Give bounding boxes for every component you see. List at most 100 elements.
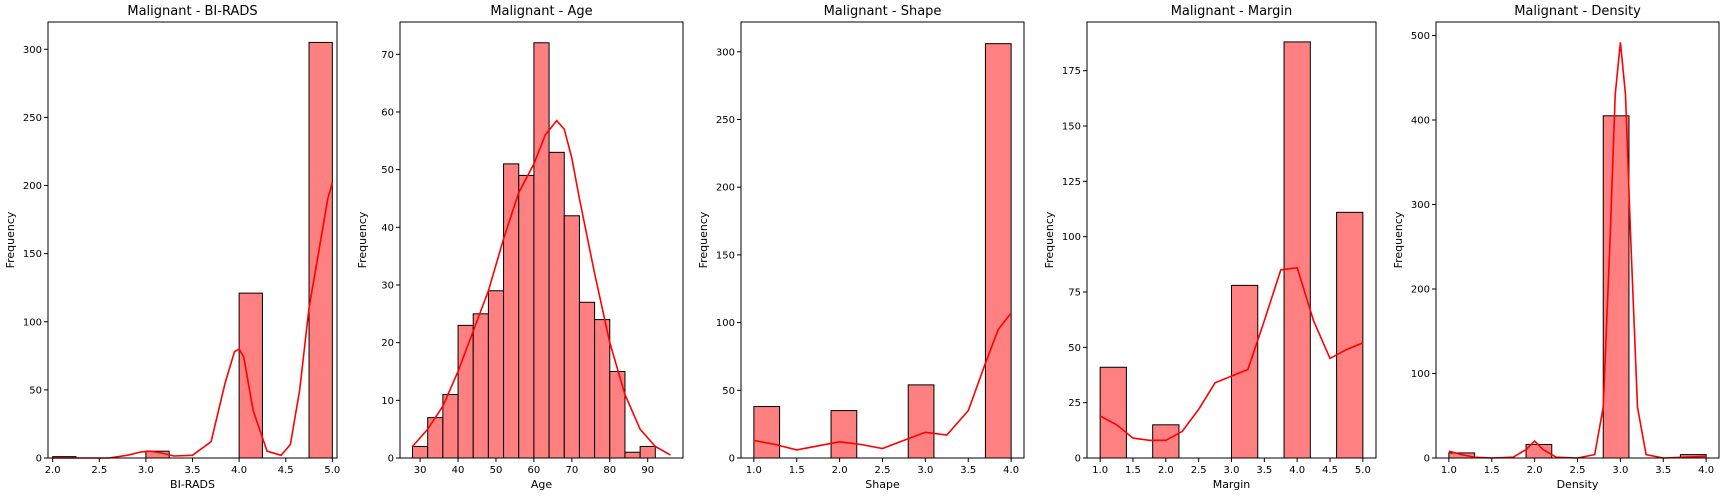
chart1-ytick-label-2: 100	[23, 317, 42, 328]
chart3-bar-6	[907, 384, 935, 459]
chart5-kde-line	[1448, 42, 1707, 459]
chart5-xtick-label-6: 4.0	[1698, 465, 1714, 476]
chart1-title: Malignant - BI-RADS	[127, 4, 257, 19]
chart4-title: Malignant - Margin	[1171, 4, 1293, 19]
chart2-bar-1	[427, 417, 444, 459]
chart5-bar-0	[1448, 452, 1476, 459]
chart5-title: Malignant - Density	[1514, 4, 1641, 19]
chart2-xtick-label-0: 30	[414, 465, 427, 476]
chart5-ytick-label-2: 200	[1411, 285, 1430, 296]
chart5-ytick-label-0: 0	[1424, 454, 1430, 465]
chart4-xlabel: Margin	[1213, 478, 1251, 491]
chart5-xtick-label-4: 3.0	[1612, 465, 1628, 476]
chart1-axes-frame	[47, 21, 338, 459]
chart4-ytick-label-2: 50	[1068, 343, 1081, 354]
chart2-ytick-label-1: 10	[381, 396, 394, 407]
chart1-xtick-label-4: 4.0	[231, 465, 247, 476]
chart4-ytick-label-3: 75	[1068, 288, 1081, 299]
chart1-ytick-label-3: 150	[23, 249, 42, 260]
chart4-ytick-label-7: 175	[1062, 66, 1081, 77]
chart1-xlabel: BI-RADS	[170, 478, 215, 491]
chart4-xtick-label-0: 1.0	[1092, 465, 1108, 476]
chart2-xtick-label-1: 40	[452, 465, 465, 476]
chart1-xtick-label-6: 5.0	[324, 465, 340, 476]
chart5-xtick-label-2: 2.0	[1527, 465, 1543, 476]
chart5-xtick-label-3: 2.5	[1570, 465, 1586, 476]
chart2-bar-9	[548, 151, 565, 459]
chart4-ytick-label-0: 0	[1075, 454, 1081, 465]
chart3-ytick-label-2: 100	[716, 318, 735, 329]
chart3-bar-9	[984, 43, 1012, 459]
chart2-xlabel: Age	[531, 478, 553, 491]
chart1-bar-11	[308, 41, 333, 459]
chart2-ytick-label-6: 60	[381, 107, 394, 118]
chart1-xtick-label-1: 2.5	[91, 465, 107, 476]
chart3-kde-line	[753, 312, 1012, 451]
chart4-xtick-label-2: 2.0	[1158, 465, 1174, 476]
chart2-bar-12	[594, 319, 611, 459]
chart3-bar-0	[753, 406, 781, 459]
chart1-ytick-label-5: 250	[23, 113, 42, 124]
chart5-xtick-label-5: 3.5	[1655, 465, 1671, 476]
chart2-xtick-label-2: 50	[490, 465, 503, 476]
chart5-bar-6	[1602, 115, 1630, 459]
chart5-ytick-label-3: 300	[1411, 200, 1430, 211]
chart2-bar-11	[578, 301, 596, 459]
chart4-xtick-label-4: 3.0	[1224, 465, 1240, 476]
chart4-panel: 1.0 1.5 2.0 2.5 3.0 3.5 4.0 4.5 5.0 0 25 50 75 100 125…	[1043, 4, 1377, 491]
chart2-ytick-label-0: 0	[388, 454, 394, 465]
chart2-panel: 30 40 50 60 70 80 90 0 10 20 30 40 50 60 70 Malignant -…	[356, 4, 684, 491]
chart3-ytick-label-5: 250	[716, 115, 735, 126]
chart3-xtick-label-1: 1.5	[789, 465, 805, 476]
chart4-xtick-label-7: 4.5	[1322, 465, 1338, 476]
chart1-xtick-label-2: 3.0	[138, 465, 154, 476]
chart2-bar-14	[624, 451, 641, 459]
chart5-axes-frame	[1435, 21, 1720, 459]
chart4-ytick-label-1: 25	[1068, 398, 1081, 409]
chart2-kde-line	[411, 119, 671, 456]
chart3-bar-3	[830, 410, 858, 459]
chart1-xtick-label-3: 3.5	[185, 465, 201, 476]
chart1-kde-line	[52, 182, 334, 459]
chart2-ytick-label-4: 40	[381, 223, 394, 234]
chart3-ytick-label-0: 0	[729, 454, 735, 465]
chart4-xtick-label-3: 2.5	[1191, 465, 1207, 476]
chart2-ytick-label-3: 30	[381, 280, 394, 291]
chart4-xtick-label-5: 3.5	[1256, 465, 1272, 476]
chart2-bar-6	[503, 163, 520, 459]
chart5-xlabel: Density	[1557, 478, 1599, 491]
chart5-ytick-label-4: 400	[1411, 116, 1430, 127]
chart3-panel: 1.0 1.5 2.0 2.5 3.0 3.5 4.0 0 50 100 150 200 250 300 M…	[697, 4, 1025, 491]
chart1-xtick-label-0: 2.0	[45, 465, 61, 476]
chart2-ytick-label-5: 50	[381, 165, 394, 176]
chart1-bar-8	[238, 292, 263, 459]
chart2-ylabel: Frequency	[356, 211, 369, 268]
chart4-kde-line	[1099, 266, 1364, 442]
chart4-bar-5	[1231, 284, 1259, 459]
chart2-bar-0	[412, 445, 429, 459]
chart3-xtick-label-3: 2.5	[875, 465, 891, 476]
chart4-bar-7	[1283, 41, 1311, 459]
chart1-ytick-label-6: 300	[23, 45, 42, 56]
chart5-panel: 1.0 1.5 2.0 2.5 3.0 3.5 4.0 0 100 200 300 400 500 Mal…	[1392, 4, 1720, 491]
chart2-bar-4	[472, 313, 489, 459]
chart5-ytick-label-5: 500	[1411, 31, 1430, 42]
chart4-ytick-label-5: 125	[1062, 177, 1081, 188]
chart2-bar-8	[533, 42, 550, 459]
chart2-xtick-label-3: 60	[528, 465, 541, 476]
chart2-bar-10	[563, 215, 580, 459]
chart5-ylabel: Frequency	[1392, 211, 1405, 268]
chart3-ytick-label-4: 200	[716, 183, 735, 194]
chart1-xtick-label-5: 4.5	[278, 465, 294, 476]
chart3-xtick-label-6: 4.0	[1003, 465, 1019, 476]
chart3-xtick-label-5: 3.5	[960, 465, 976, 476]
chart4-xtick-label-1: 1.5	[1125, 465, 1141, 476]
chart3-ytick-label-1: 50	[722, 386, 735, 397]
chart2-bar-7	[518, 174, 535, 459]
chart2-title: Malignant - Age	[490, 4, 592, 19]
chart4-bar-2	[1152, 424, 1180, 459]
chart3-ylabel: Frequency	[697, 211, 710, 268]
chart2-bar-15	[639, 445, 656, 459]
